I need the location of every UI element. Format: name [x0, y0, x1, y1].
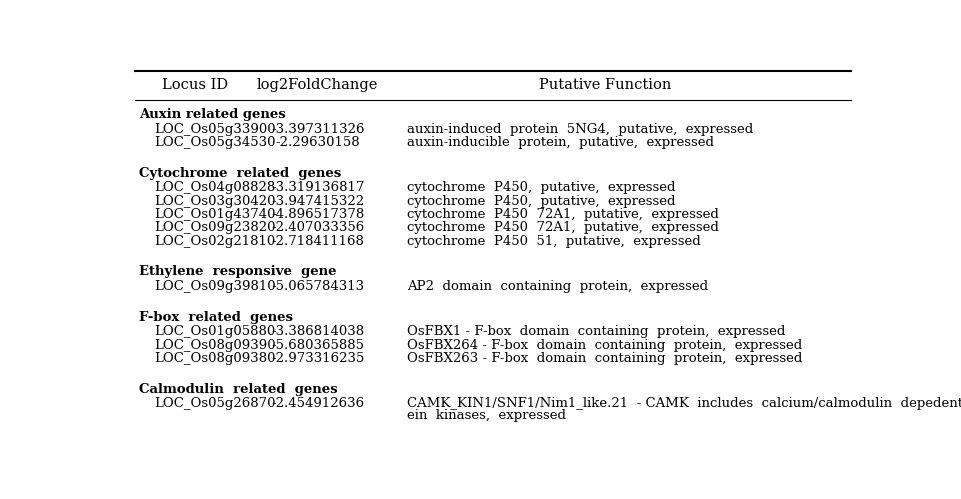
Text: LOC_Os08g09390: LOC_Os08g09390	[154, 338, 275, 351]
Text: LOC_Os05g26870: LOC_Os05g26870	[154, 397, 275, 410]
Text: -2.718411168: -2.718411168	[271, 235, 364, 248]
Text: OsFBX264 - F-box  domain  containing  protein,  expressed: OsFBX264 - F-box domain containing prote…	[407, 338, 801, 351]
Text: Ethylene  responsive  gene: Ethylene responsive gene	[138, 265, 336, 278]
Text: LOC_Os03g30420: LOC_Os03g30420	[154, 195, 275, 208]
Text: LOC_Os01g05880: LOC_Os01g05880	[154, 325, 275, 338]
Text: LOC_Os02g21810: LOC_Os02g21810	[154, 235, 275, 248]
Text: LOC_Os05g34530: LOC_Os05g34530	[154, 136, 275, 149]
Text: ein  kinases,  expressed: ein kinases, expressed	[407, 409, 566, 422]
Text: Locus ID: Locus ID	[161, 78, 228, 92]
Text: LOC_Os01g43740: LOC_Os01g43740	[154, 208, 275, 221]
Text: OsFBX1 - F-box  domain  containing  protein,  expressed: OsFBX1 - F-box domain containing protein…	[407, 325, 785, 338]
Text: auxin-inducible  protein,  putative,  expressed: auxin-inducible protein, putative, expre…	[407, 136, 714, 149]
Text: log2FoldChange: log2FoldChange	[257, 78, 378, 92]
Text: Putative Function: Putative Function	[538, 78, 671, 92]
Text: cytochrome  P450  51,  putative,  expressed: cytochrome P450 51, putative, expressed	[407, 235, 701, 248]
Text: LOC_Os09g39810: LOC_Os09g39810	[154, 280, 275, 293]
Text: -5.680365885: -5.680365885	[271, 338, 364, 351]
Text: cytochrome  P450,  putative,  expressed: cytochrome P450, putative, expressed	[407, 181, 675, 194]
Text: Auxin related genes: Auxin related genes	[138, 108, 285, 121]
Text: auxin-induced  protein  5NG4,  putative,  expressed: auxin-induced protein 5NG4, putative, ex…	[407, 123, 752, 136]
Text: Cytochrome  related  genes: Cytochrome related genes	[138, 167, 341, 180]
Text: F-box  related  genes: F-box related genes	[138, 310, 292, 323]
Text: -3.947415322: -3.947415322	[271, 195, 364, 208]
Text: -2.454912636: -2.454912636	[271, 397, 364, 410]
Text: CAMK_KIN1/SNF1/Nim1_like.21  - CAMK  includes  calcium/calmodulin  depedent  pro: CAMK_KIN1/SNF1/Nim1_like.21 - CAMK inclu…	[407, 397, 961, 410]
Text: -5.065784313: -5.065784313	[271, 280, 364, 293]
Text: LOC_Os08g09380: LOC_Os08g09380	[154, 352, 275, 365]
Text: -4.896517378: -4.896517378	[271, 208, 364, 221]
Text: -3.397311326: -3.397311326	[271, 123, 364, 136]
Text: -2.407033356: -2.407033356	[271, 221, 364, 234]
Text: -3.319136817: -3.319136817	[271, 181, 364, 194]
Text: LOC_Os04g08828: LOC_Os04g08828	[154, 181, 275, 194]
Text: LOC_Os09g23820: LOC_Os09g23820	[154, 221, 275, 234]
Text: LOC_Os05g33900: LOC_Os05g33900	[154, 123, 275, 136]
Text: cytochrome  P450  72A1,  putative,  expressed: cytochrome P450 72A1, putative, expresse…	[407, 208, 719, 221]
Text: -2.29630158: -2.29630158	[275, 136, 359, 149]
Text: AP2  domain  containing  protein,  expressed: AP2 domain containing protein, expressed	[407, 280, 707, 293]
Text: cytochrome  P450,  putative,  expressed: cytochrome P450, putative, expressed	[407, 195, 675, 208]
Text: cytochrome  P450  72A1,  putative,  expressed: cytochrome P450 72A1, putative, expresse…	[407, 221, 719, 234]
Text: Calmodulin  related  genes: Calmodulin related genes	[138, 383, 337, 396]
Text: -3.386814038: -3.386814038	[271, 325, 364, 338]
Text: -2.973316235: -2.973316235	[271, 352, 364, 365]
Text: OsFBX263 - F-box  domain  containing  protein,  expressed: OsFBX263 - F-box domain containing prote…	[407, 352, 801, 365]
